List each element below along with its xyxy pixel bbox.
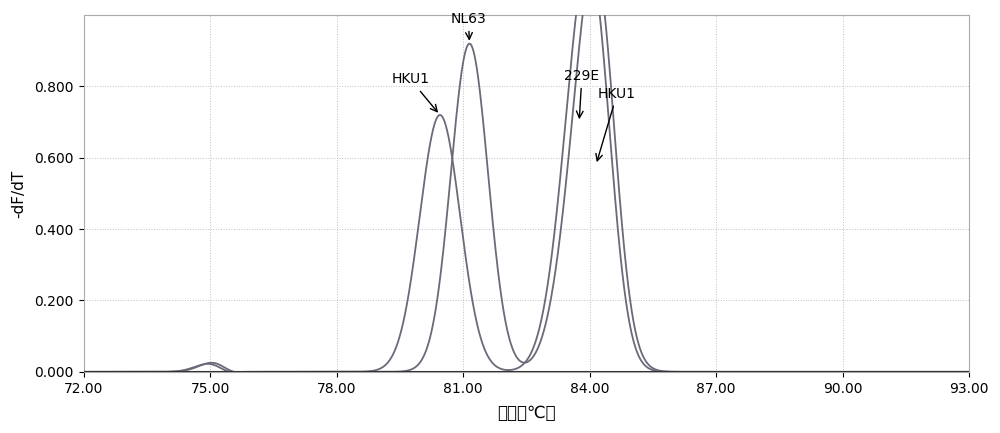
Text: HKU1: HKU1 — [596, 87, 636, 161]
Text: 229E: 229E — [564, 69, 599, 118]
Text: HKU1: HKU1 — [391, 72, 437, 112]
X-axis label: 温度（℃）: 温度（℃） — [497, 404, 556, 422]
Y-axis label: -dF/dT: -dF/dT — [11, 169, 26, 218]
Text: NL63: NL63 — [451, 12, 486, 39]
